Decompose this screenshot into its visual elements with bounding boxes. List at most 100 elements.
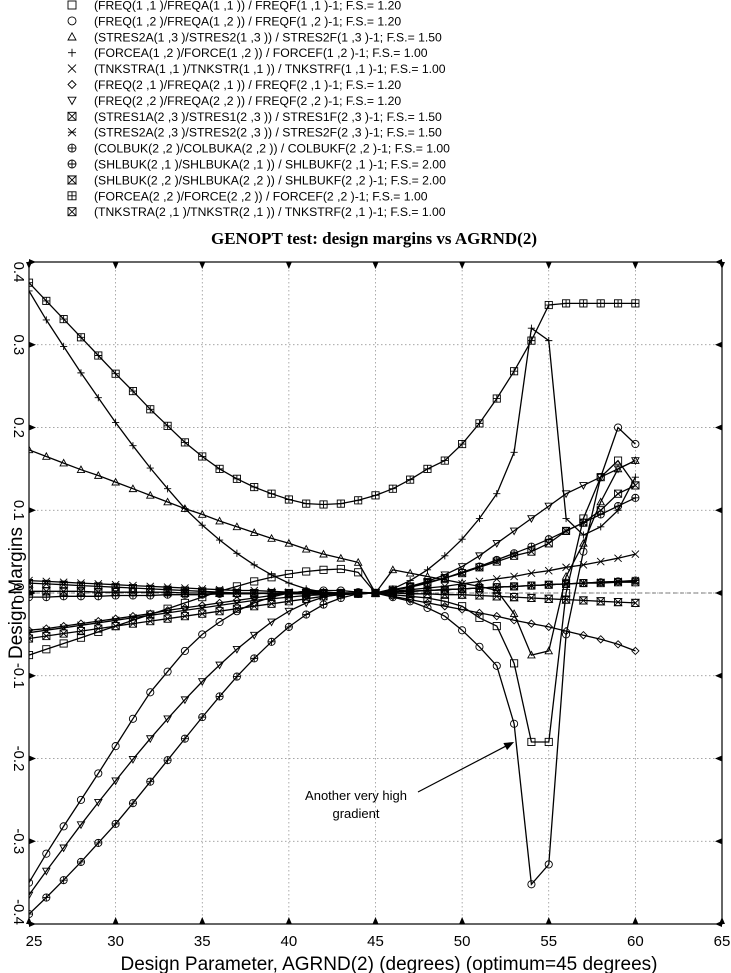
data-point (475, 642, 484, 651)
y-tick (29, 755, 36, 762)
x-tick (199, 262, 206, 269)
data-point (180, 598, 189, 607)
data-point (233, 549, 241, 557)
data-point (527, 880, 536, 889)
data-point (76, 587, 86, 596)
data-point (76, 333, 86, 342)
data-point (197, 509, 207, 518)
data-point (128, 799, 137, 808)
legend-entry: (FORCEA(2 ,2 )/FORCE(2 ,2 )) / FORCEF(2 … (94, 189, 428, 203)
data-point (614, 423, 623, 432)
data-point (301, 544, 311, 553)
data-point (458, 626, 467, 635)
legend-entry: (TNKSTRA(2 ,1 )/TNKSTR(2 ,1 )) / TNKSTRF… (94, 205, 446, 219)
data-point (29, 878, 34, 887)
data-point (42, 577, 51, 586)
data-point (250, 577, 259, 586)
data-point (215, 536, 224, 544)
x-tick (112, 917, 119, 924)
data-point (336, 590, 345, 599)
data-point (562, 514, 570, 523)
data-point (94, 351, 103, 360)
legend-entry: (SHLBUK(2 ,2 )/SHLBUKA(2 ,2 )) / SHLBUKF… (94, 173, 446, 187)
data-point (492, 540, 502, 548)
data-point (440, 612, 449, 621)
data-point (422, 589, 433, 598)
data-point (146, 617, 155, 626)
data-point (128, 714, 137, 723)
data-point (145, 735, 155, 744)
annotation-arrow-line (417, 744, 509, 793)
data-point (198, 452, 207, 461)
data-point (198, 609, 207, 618)
data-point (631, 299, 640, 308)
series-line (29, 449, 636, 656)
data-point (545, 337, 553, 345)
data-point (215, 598, 224, 608)
series (29, 481, 640, 643)
annotation-text: Another very high (305, 788, 407, 803)
data-point (42, 316, 50, 324)
data-point (301, 599, 311, 608)
data-point (29, 651, 34, 660)
legend-marker (67, 191, 77, 201)
legend-marker (67, 127, 77, 137)
data-point (267, 637, 276, 646)
data-point (214, 588, 225, 598)
data-point (76, 592, 86, 601)
data-point (29, 576, 33, 585)
legend-entry: (TNKSTRA(1 ,1 )/TNKSTR(1 ,1 )) / TNKSTRF… (94, 62, 446, 76)
data-point (406, 582, 415, 591)
data-point (284, 607, 294, 616)
series (29, 587, 640, 656)
data-point (562, 579, 571, 588)
data-point (111, 777, 120, 786)
series-line (29, 290, 636, 595)
data-point (510, 367, 519, 376)
data-point (266, 588, 277, 598)
data-point (492, 583, 501, 592)
y-axis-label: Design Margins (6, 527, 27, 659)
data-point (180, 588, 190, 598)
data-point (423, 603, 432, 612)
data-point (475, 563, 484, 572)
data-point (250, 483, 259, 492)
data-point (562, 299, 571, 308)
data-point (527, 542, 536, 551)
data-point (336, 564, 345, 574)
data-point (631, 457, 640, 466)
data-point (509, 616, 519, 625)
data-point (544, 502, 554, 511)
data-point (60, 342, 68, 351)
data-point (440, 590, 450, 599)
data-point (41, 867, 51, 876)
data-point (631, 493, 640, 502)
data-point (163, 421, 172, 430)
series (29, 493, 640, 919)
series-group (29, 278, 641, 919)
data-point (146, 405, 155, 414)
y-tick-label: -0.1 (10, 663, 27, 689)
data-point (631, 473, 639, 481)
data-point (527, 650, 536, 659)
y-tick (715, 341, 722, 348)
data-point (232, 522, 242, 531)
axis-ticks: 25 30 35 40 45 50 55 60 65 -0.4 -0.3 -0.2 -0.1 0.0 0.1… (10, 259, 730, 950)
data-point (284, 597, 293, 606)
y-tick (29, 341, 36, 348)
legend-entry: (STRES2A(1 ,3 )/STRES2(1 ,3 )) / STRES2F… (94, 30, 442, 44)
data-point (423, 598, 432, 608)
legend-marker (67, 16, 77, 26)
data-point (492, 575, 501, 583)
data-point (509, 527, 519, 536)
data-point (631, 576, 640, 585)
annotation-text: gradient (333, 806, 380, 821)
data-point (631, 481, 640, 490)
data-point (474, 591, 485, 600)
data-point (354, 589, 363, 598)
data-point (510, 448, 518, 456)
x-axis-label: Design Parameter, AGRND(2) (degrees) (op… (121, 954, 658, 973)
data-point (111, 622, 120, 631)
data-point (163, 756, 172, 765)
